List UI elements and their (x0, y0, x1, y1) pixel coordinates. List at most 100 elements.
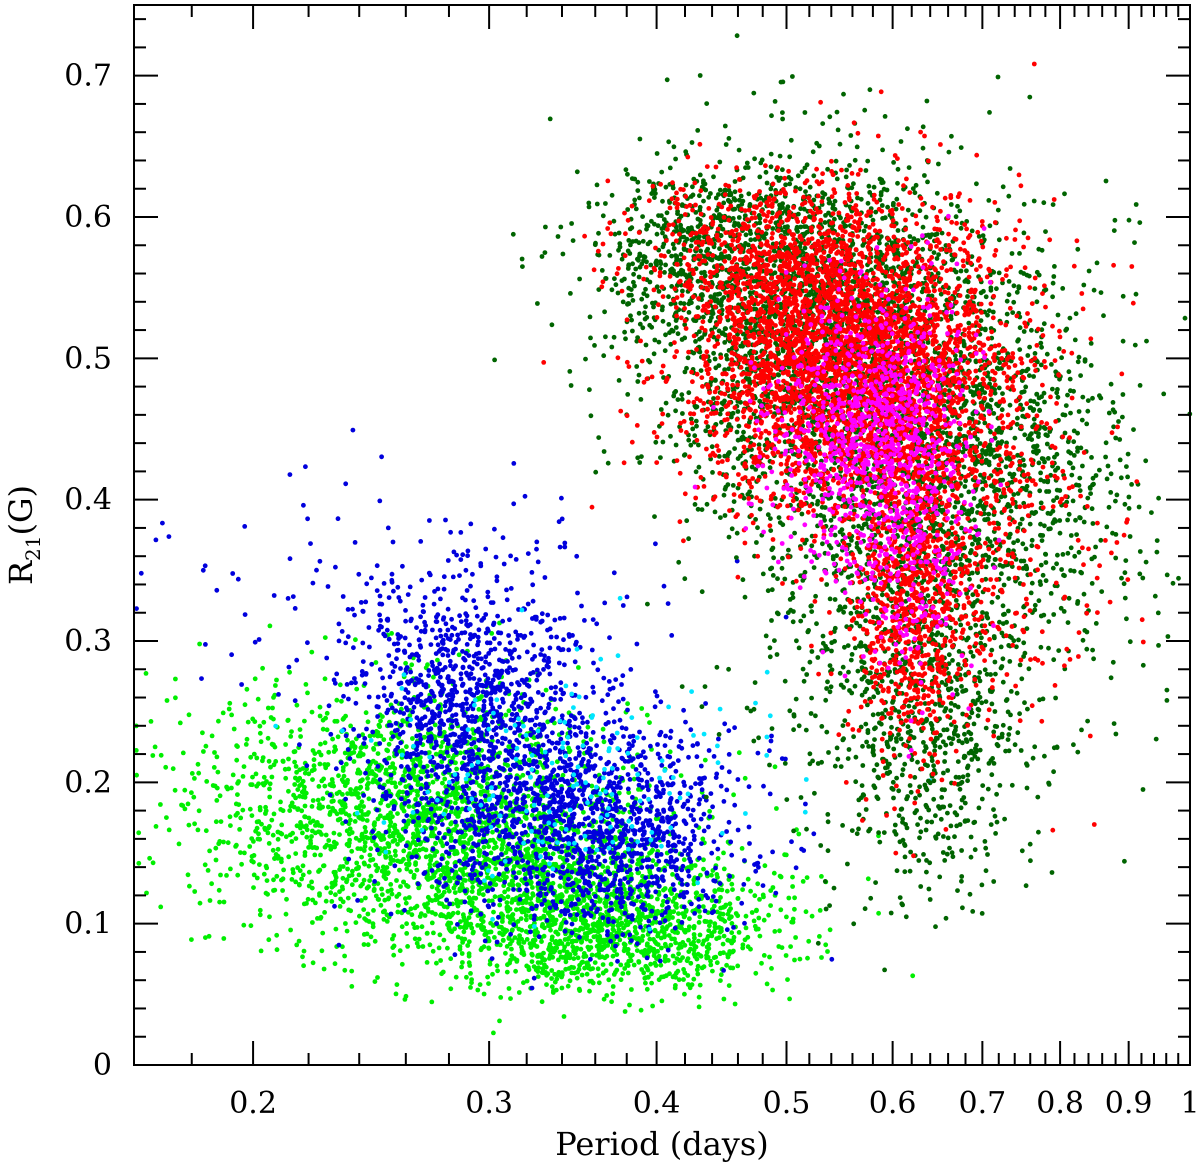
data-point (531, 642, 536, 648)
data-point (443, 621, 449, 627)
data-point (697, 914, 703, 920)
data-point (466, 915, 472, 920)
data-point (247, 844, 253, 849)
data-point (323, 832, 329, 838)
data-point (735, 913, 741, 919)
data-point (427, 810, 433, 816)
data-point (701, 866, 706, 872)
data-point (796, 831, 802, 837)
data-point (681, 857, 687, 863)
data-point (393, 747, 398, 753)
data-point (611, 928, 617, 933)
data-point (267, 794, 273, 800)
data-point (655, 908, 661, 914)
data-point (760, 892, 766, 898)
data-point (287, 808, 293, 813)
data-point (505, 894, 511, 900)
data-point (450, 691, 456, 697)
data-point (380, 864, 386, 870)
data-point (674, 905, 679, 910)
data-point (392, 664, 398, 669)
data-point (792, 957, 797, 963)
data-point (515, 690, 521, 696)
data-point (726, 983, 732, 988)
data-point (463, 597, 468, 603)
data-point (670, 974, 676, 980)
data-point (787, 996, 792, 1002)
data-point (458, 671, 464, 677)
data-point (426, 668, 432, 673)
data-point (641, 735, 647, 741)
data-point (450, 702, 455, 708)
data-point (534, 539, 540, 545)
data-point (500, 937, 506, 943)
data-point (445, 653, 451, 658)
data-point (500, 684, 506, 689)
data-point (535, 690, 541, 695)
data-point (305, 896, 311, 902)
data-point (423, 854, 429, 860)
data-point (716, 914, 722, 920)
data-point (273, 683, 278, 688)
data-point (300, 863, 306, 869)
data-point (601, 675, 607, 681)
data-point (370, 921, 376, 927)
data-point (333, 926, 339, 932)
data-point (251, 859, 256, 865)
data-point (538, 960, 544, 965)
data-point (414, 625, 419, 630)
data-point (547, 941, 553, 947)
data-point (588, 737, 594, 742)
data-point (662, 886, 668, 891)
data-point (349, 984, 355, 989)
data-point (248, 782, 254, 787)
data-point (468, 583, 473, 589)
data-point (381, 737, 387, 742)
data-point (509, 649, 514, 655)
data-point (441, 756, 447, 761)
data-point (404, 861, 409, 867)
data-point (345, 747, 351, 752)
data-point (359, 799, 365, 805)
data-point (721, 950, 726, 956)
data-point (793, 935, 798, 940)
data-point (412, 936, 418, 942)
data-point (500, 839, 506, 845)
data-point (416, 657, 422, 663)
data-point (609, 999, 614, 1005)
data-point (501, 787, 507, 793)
data-point (505, 886, 511, 892)
data-point (634, 906, 640, 912)
data-point (516, 654, 522, 660)
data-point (327, 792, 333, 798)
data-point (739, 846, 745, 851)
data-point (293, 775, 298, 781)
data-point (552, 979, 558, 985)
data-point (189, 771, 195, 776)
data-point (391, 830, 396, 836)
data-point (701, 857, 706, 863)
data-point (565, 740, 570, 746)
data-point (362, 681, 368, 686)
data-point (470, 884, 476, 890)
data-point (241, 764, 247, 769)
data-point (302, 770, 308, 776)
data-point (337, 889, 342, 895)
data-point (614, 967, 620, 973)
data-point (319, 832, 324, 837)
data-point (429, 999, 435, 1005)
data-point (351, 750, 357, 755)
data-point (292, 749, 298, 754)
data-point (509, 946, 514, 952)
data-point (804, 875, 810, 880)
data-point (694, 967, 700, 973)
data-point (214, 754, 220, 760)
data-point (147, 855, 153, 861)
data-point (270, 847, 276, 853)
data-point (606, 977, 612, 983)
data-point (404, 744, 409, 750)
data-point (491, 727, 497, 733)
data-point (697, 982, 703, 988)
data-point (455, 632, 460, 638)
data-point (517, 897, 523, 902)
